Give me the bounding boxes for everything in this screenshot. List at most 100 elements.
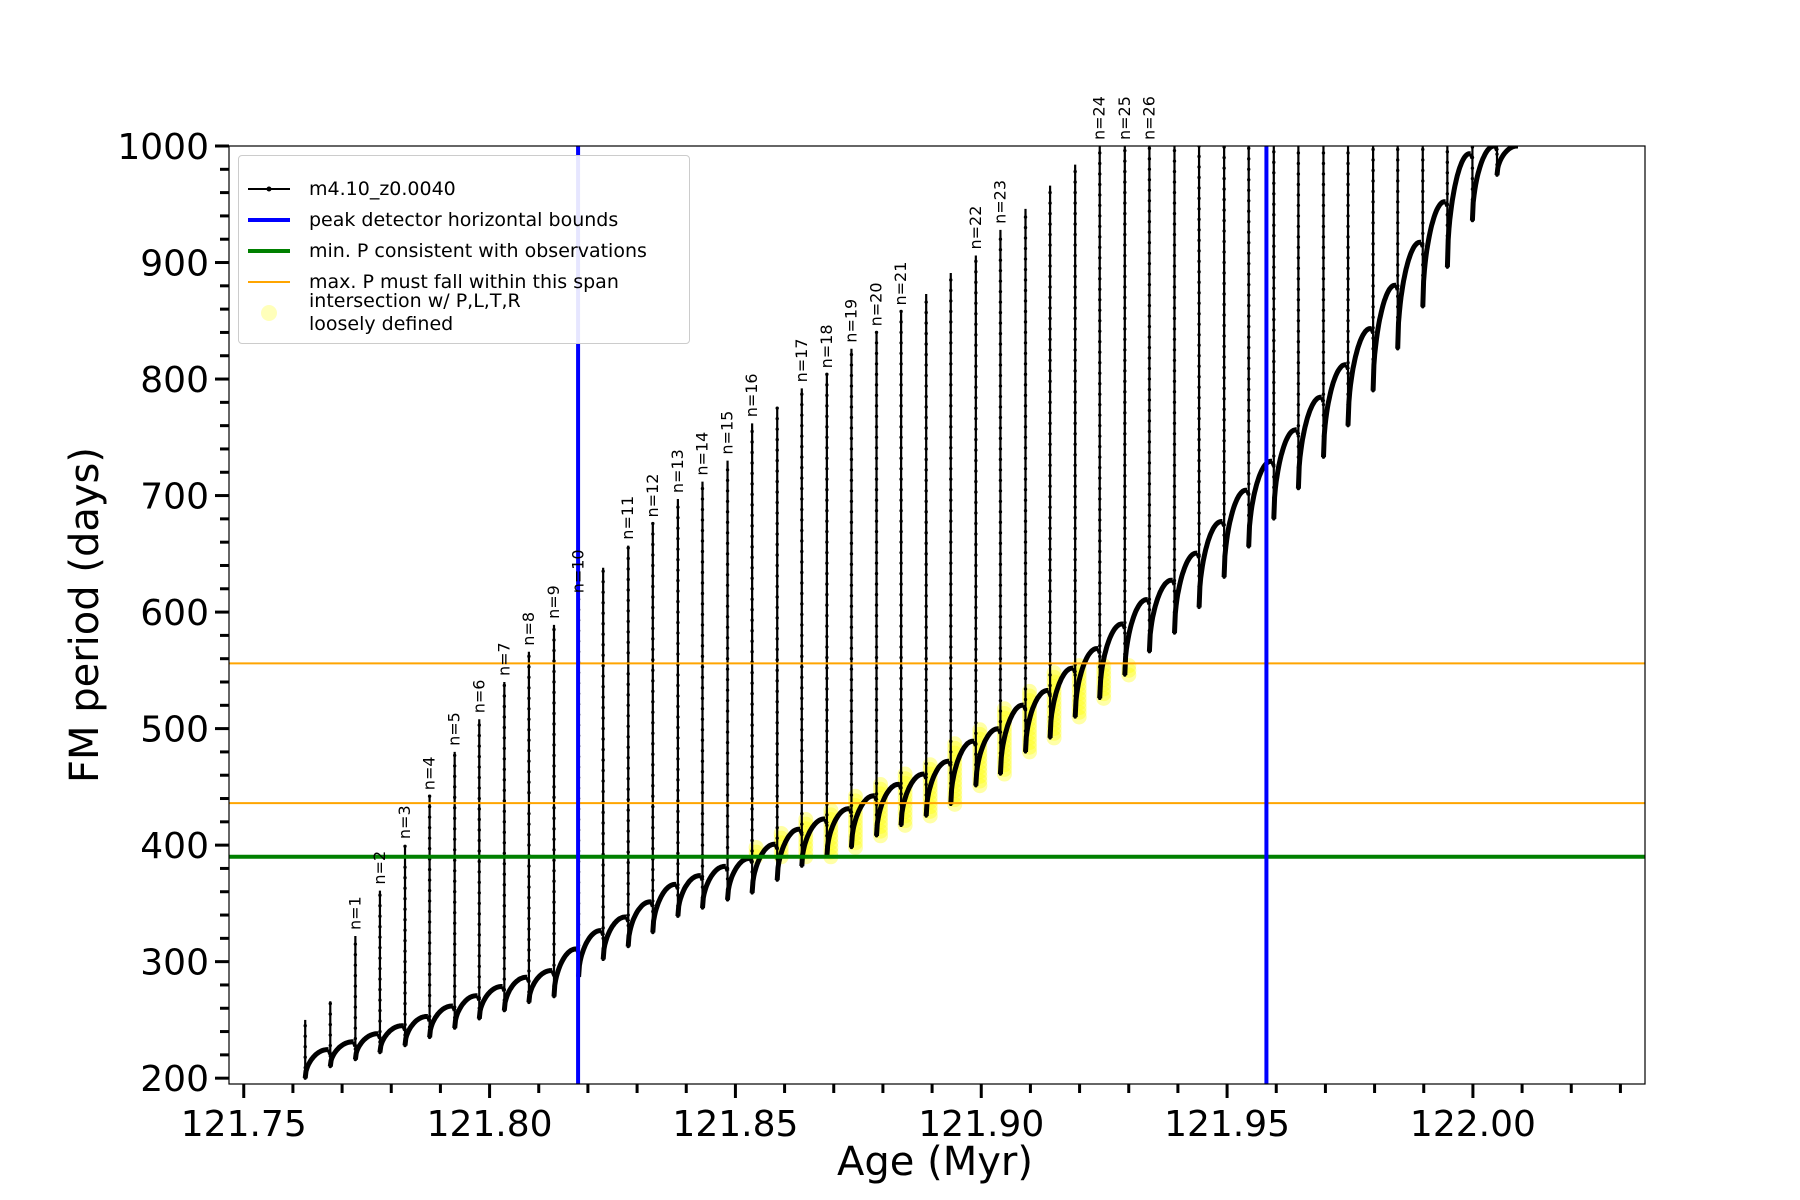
x-tick-label: 121.75 [181,1104,307,1145]
pulse-point [427,888,432,893]
pulse-point [502,725,507,730]
pulse-point [849,751,854,755]
pulse-point [700,591,705,596]
pulse-point [998,468,1003,472]
pulse-point [775,605,779,610]
pulse-point [874,488,879,492]
pulse-point [1023,687,1028,691]
pulse-point [949,582,953,586]
pulse-point [1395,263,1400,267]
pulse-point [1222,449,1226,453]
pulse-point [874,519,879,523]
pulse-point [825,645,829,649]
pulse-point [949,278,953,282]
pulse-point [1346,256,1350,260]
pulse-point [899,372,903,377]
pulse-point [974,375,978,379]
pulse-label: n=1 [345,896,364,930]
pulse-point [1073,306,1077,310]
pulse-point [1023,299,1028,303]
pulse-label: n=22 [966,206,985,250]
pulse-point [924,552,928,556]
pulse-point [552,638,556,642]
pulse-point [427,951,432,956]
pulse-point [477,985,481,989]
pulse-point [303,1055,307,1059]
pulse-point [1272,401,1276,406]
pulse-point [651,668,655,673]
pulse-point [1023,425,1028,429]
pulse-point [1048,453,1052,457]
pulse-point [1073,274,1077,279]
pulse-point [874,718,879,723]
pulse-point [1098,256,1102,260]
pulse-point [1395,273,1400,278]
pulse-point [1445,202,1450,206]
pulse-point [1023,215,1028,219]
pulse-point [899,404,903,408]
pulse-point [676,599,680,604]
pulse-point [825,561,829,565]
pulse-point [1123,369,1127,373]
pulse-point [452,869,457,873]
legend-label-min-p: min. P consistent with observations [309,239,647,262]
pulse-point [1073,568,1077,572]
pulse-point [1222,439,1226,443]
pulse-point [750,513,754,518]
pulse-point [676,820,680,824]
pulse-point [1247,398,1251,402]
pulse-point [899,320,903,324]
pulse-point [1371,284,1375,288]
pulse-arc [625,899,652,947]
intersection-point [873,777,889,793]
pulse-point [1247,377,1251,381]
pulse-point [998,268,1003,273]
pulse-point [1172,264,1177,268]
pulse-point [1172,348,1177,352]
pulse-arc [1469,146,1496,221]
pulse-point [924,562,928,567]
pulse-point [1023,708,1028,712]
pulse-point [899,519,903,523]
pulse-point [974,584,978,589]
pulse-point [775,406,779,410]
pulse-point [1123,274,1127,279]
pulse-point [1023,477,1028,481]
pulse-point [1197,165,1201,169]
pulse-point [725,573,730,577]
pulse-point [1098,581,1102,585]
pulse-point [477,954,481,958]
pulse-point [427,846,432,851]
pulse-point [775,574,779,578]
pulse-point [1048,211,1052,216]
pulse-point [1172,180,1177,184]
y-tick-label: 300 [140,943,209,984]
pulse-point [725,751,730,755]
pulse-point [1172,148,1177,153]
pulse-point [601,590,605,594]
pulse-point [949,309,953,314]
pulse-point [874,456,879,460]
pulse-point [1371,200,1375,204]
pulse-point [552,732,556,737]
pulse-point [998,646,1003,650]
pulse-point [974,416,978,421]
pulse-point [750,555,754,560]
pulse-point [477,891,481,895]
pulse-point [552,774,556,779]
pulse-point [328,1022,332,1027]
pulse-label: n=8 [519,612,538,646]
pulse-point [1123,547,1127,551]
pulse-arc [1097,621,1124,699]
pulse-point [825,729,829,733]
pulse-point [452,753,457,758]
pulse-point [1395,200,1400,204]
pulse-point [601,894,605,899]
pulse-point [949,351,953,356]
pulse-point [502,851,507,855]
pulse-point [1123,505,1127,509]
pulse-point [1073,243,1077,247]
pulse-point [601,726,605,731]
pulse-point [998,300,1003,304]
pulse-point [1222,239,1226,244]
